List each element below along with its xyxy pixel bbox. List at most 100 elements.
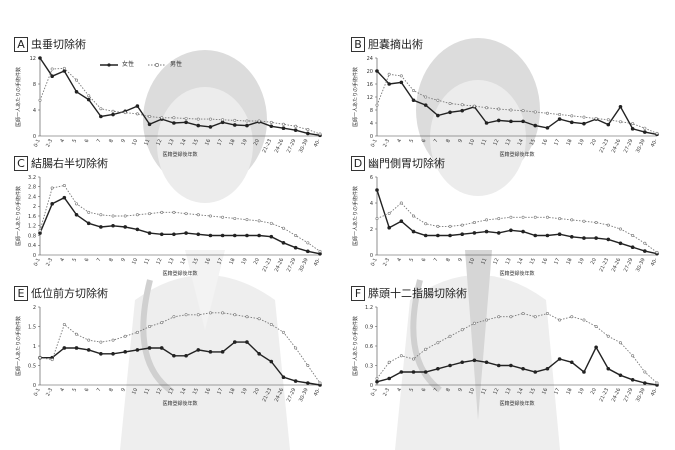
x-tick-label: 17 <box>553 257 561 265</box>
data-point-male <box>172 116 176 120</box>
x-tick-label: 24-26 <box>274 257 286 273</box>
data-point-male <box>221 311 225 315</box>
data-point-male <box>294 124 298 128</box>
data-point-male <box>375 103 379 107</box>
data-point-male <box>221 118 225 122</box>
x-tick-label: 0-1 <box>33 138 42 148</box>
x-tick-label: 18 <box>565 257 573 265</box>
x-tick-label: 16 <box>541 257 549 265</box>
y-axis-label: 医師一人あたりの手術件数 <box>15 316 22 376</box>
data-point-female <box>606 366 611 371</box>
chart-panel-E: E 低位前方切除術 0 0.5 1 1.5 2 0-1 2-3 4 5 6 7 8 9 10 11 12 13 1… <box>14 285 330 411</box>
data-point-female <box>111 112 115 117</box>
data-point-female <box>423 103 428 107</box>
x-tick-label: 8 <box>445 387 452 392</box>
data-point-female <box>411 370 416 374</box>
x-tick-label: 9 <box>457 387 464 392</box>
x-tick-label: 20 <box>590 257 598 265</box>
x-tick-label: 27-29 <box>623 257 635 273</box>
x-tick-label: 5 <box>72 138 79 143</box>
data-point-male <box>460 328 464 332</box>
legend: 女性 男性 <box>100 61 220 71</box>
x-axis-label: 医籍登録後年数 <box>162 400 197 407</box>
data-point-female <box>606 237 611 242</box>
data-point-male <box>436 98 440 102</box>
x-tick-label: 11 <box>143 257 151 265</box>
x-tick-label: 7 <box>96 138 103 143</box>
data-point-male <box>472 220 476 224</box>
data-point-female <box>387 376 391 381</box>
data-point-male <box>294 233 298 237</box>
y-tick-label: 0.8 <box>28 233 36 239</box>
y-tick-label: 20 <box>367 69 373 75</box>
data-point-female <box>533 123 538 128</box>
data-point-male <box>75 332 79 336</box>
x-tick-label: 20 <box>590 138 598 146</box>
x-tick-label: 0-1 <box>370 257 379 267</box>
x-tick-label: 10 <box>131 257 139 265</box>
data-point-male <box>558 113 562 117</box>
data-point-male <box>87 210 91 214</box>
x-axis-label: 医籍登録後年数 <box>499 151 534 158</box>
data-point-male <box>123 214 127 218</box>
x-tick-label: 12 <box>155 257 163 265</box>
data-point-female <box>399 370 404 374</box>
data-point-female <box>545 233 550 238</box>
x-tick-label: 11 <box>480 138 488 146</box>
panel-name: 胆嚢摘出術 <box>368 38 423 51</box>
data-point-female <box>281 126 286 130</box>
data-point-female <box>582 121 586 126</box>
y-tick-label: 8 <box>370 108 373 114</box>
chart-panel-A: A 虫垂切除術 0 4 8 12 0-1 2-3 4 5 6 7 8 9 10 11 12 13 14 15 16 1… <box>14 36 330 162</box>
y-tick-label: 1.2 <box>365 305 373 311</box>
x-tick-label: 18 <box>228 257 236 265</box>
data-point-male <box>387 360 391 364</box>
data-point-female <box>257 351 261 356</box>
y-tick-label: 12 <box>30 56 36 62</box>
y-tick-label: 1 <box>33 344 36 350</box>
x-tick-label: 0-1 <box>33 387 42 397</box>
chart-svg: 0 0.5 1 1.5 2 0-1 2-3 4 5 6 7 8 9 10 11 12 13 14 15 16 17 18 1… <box>15 305 322 407</box>
y-tick-label: 4 <box>370 201 373 207</box>
data-point-male <box>75 202 79 206</box>
series-line-female <box>376 70 658 136</box>
panel-name: 幽門側胃切除術 <box>368 157 445 170</box>
data-point-female <box>448 233 452 238</box>
data-point-female <box>196 232 201 237</box>
x-tick-label: 7 <box>433 138 440 143</box>
x-tick-label: 5 <box>409 387 416 392</box>
data-point-male <box>160 116 164 120</box>
x-tick-label: 27-29 <box>623 138 635 154</box>
data-point-female <box>99 351 103 356</box>
data-point-female <box>582 370 586 374</box>
legend-female-label: 女性 <box>122 61 135 68</box>
chart-panel-B: B 胆嚢摘出術 0 4 8 12 16 20 24 0-1 2-3 4 5 6 7 8 9 10 11 12 13 1… <box>351 36 667 162</box>
x-tick-label: 40- <box>313 387 322 397</box>
data-point-male <box>38 229 42 233</box>
y-tick-label: 0 <box>370 383 373 389</box>
x-tick-label: 13 <box>505 138 513 146</box>
data-point-female <box>306 381 310 385</box>
y-axis-label: 医師一人あたりの手術件数 <box>352 316 359 376</box>
x-tick-label: 16 <box>204 257 212 265</box>
x-tick-label: 14 <box>180 138 188 146</box>
x-tick-label: 24-26 <box>611 387 623 403</box>
data-point-female <box>460 232 465 237</box>
data-point-female <box>582 236 586 240</box>
data-point-female <box>293 128 298 132</box>
x-tick-label: 2-3 <box>45 387 54 397</box>
series-line-male <box>39 67 321 135</box>
data-point-female <box>436 366 440 371</box>
data-point-male <box>160 321 164 325</box>
x-tick-label: 20 <box>590 387 598 395</box>
data-point-female <box>509 228 513 233</box>
data-point-male <box>196 117 200 121</box>
data-point-male <box>148 212 152 216</box>
x-tick-label: 6 <box>421 257 428 262</box>
data-point-male <box>245 119 249 123</box>
data-point-female <box>245 123 249 128</box>
x-tick-label: 9 <box>120 138 127 143</box>
data-point-female <box>496 231 501 235</box>
x-tick-label: 21-23 <box>262 257 274 273</box>
